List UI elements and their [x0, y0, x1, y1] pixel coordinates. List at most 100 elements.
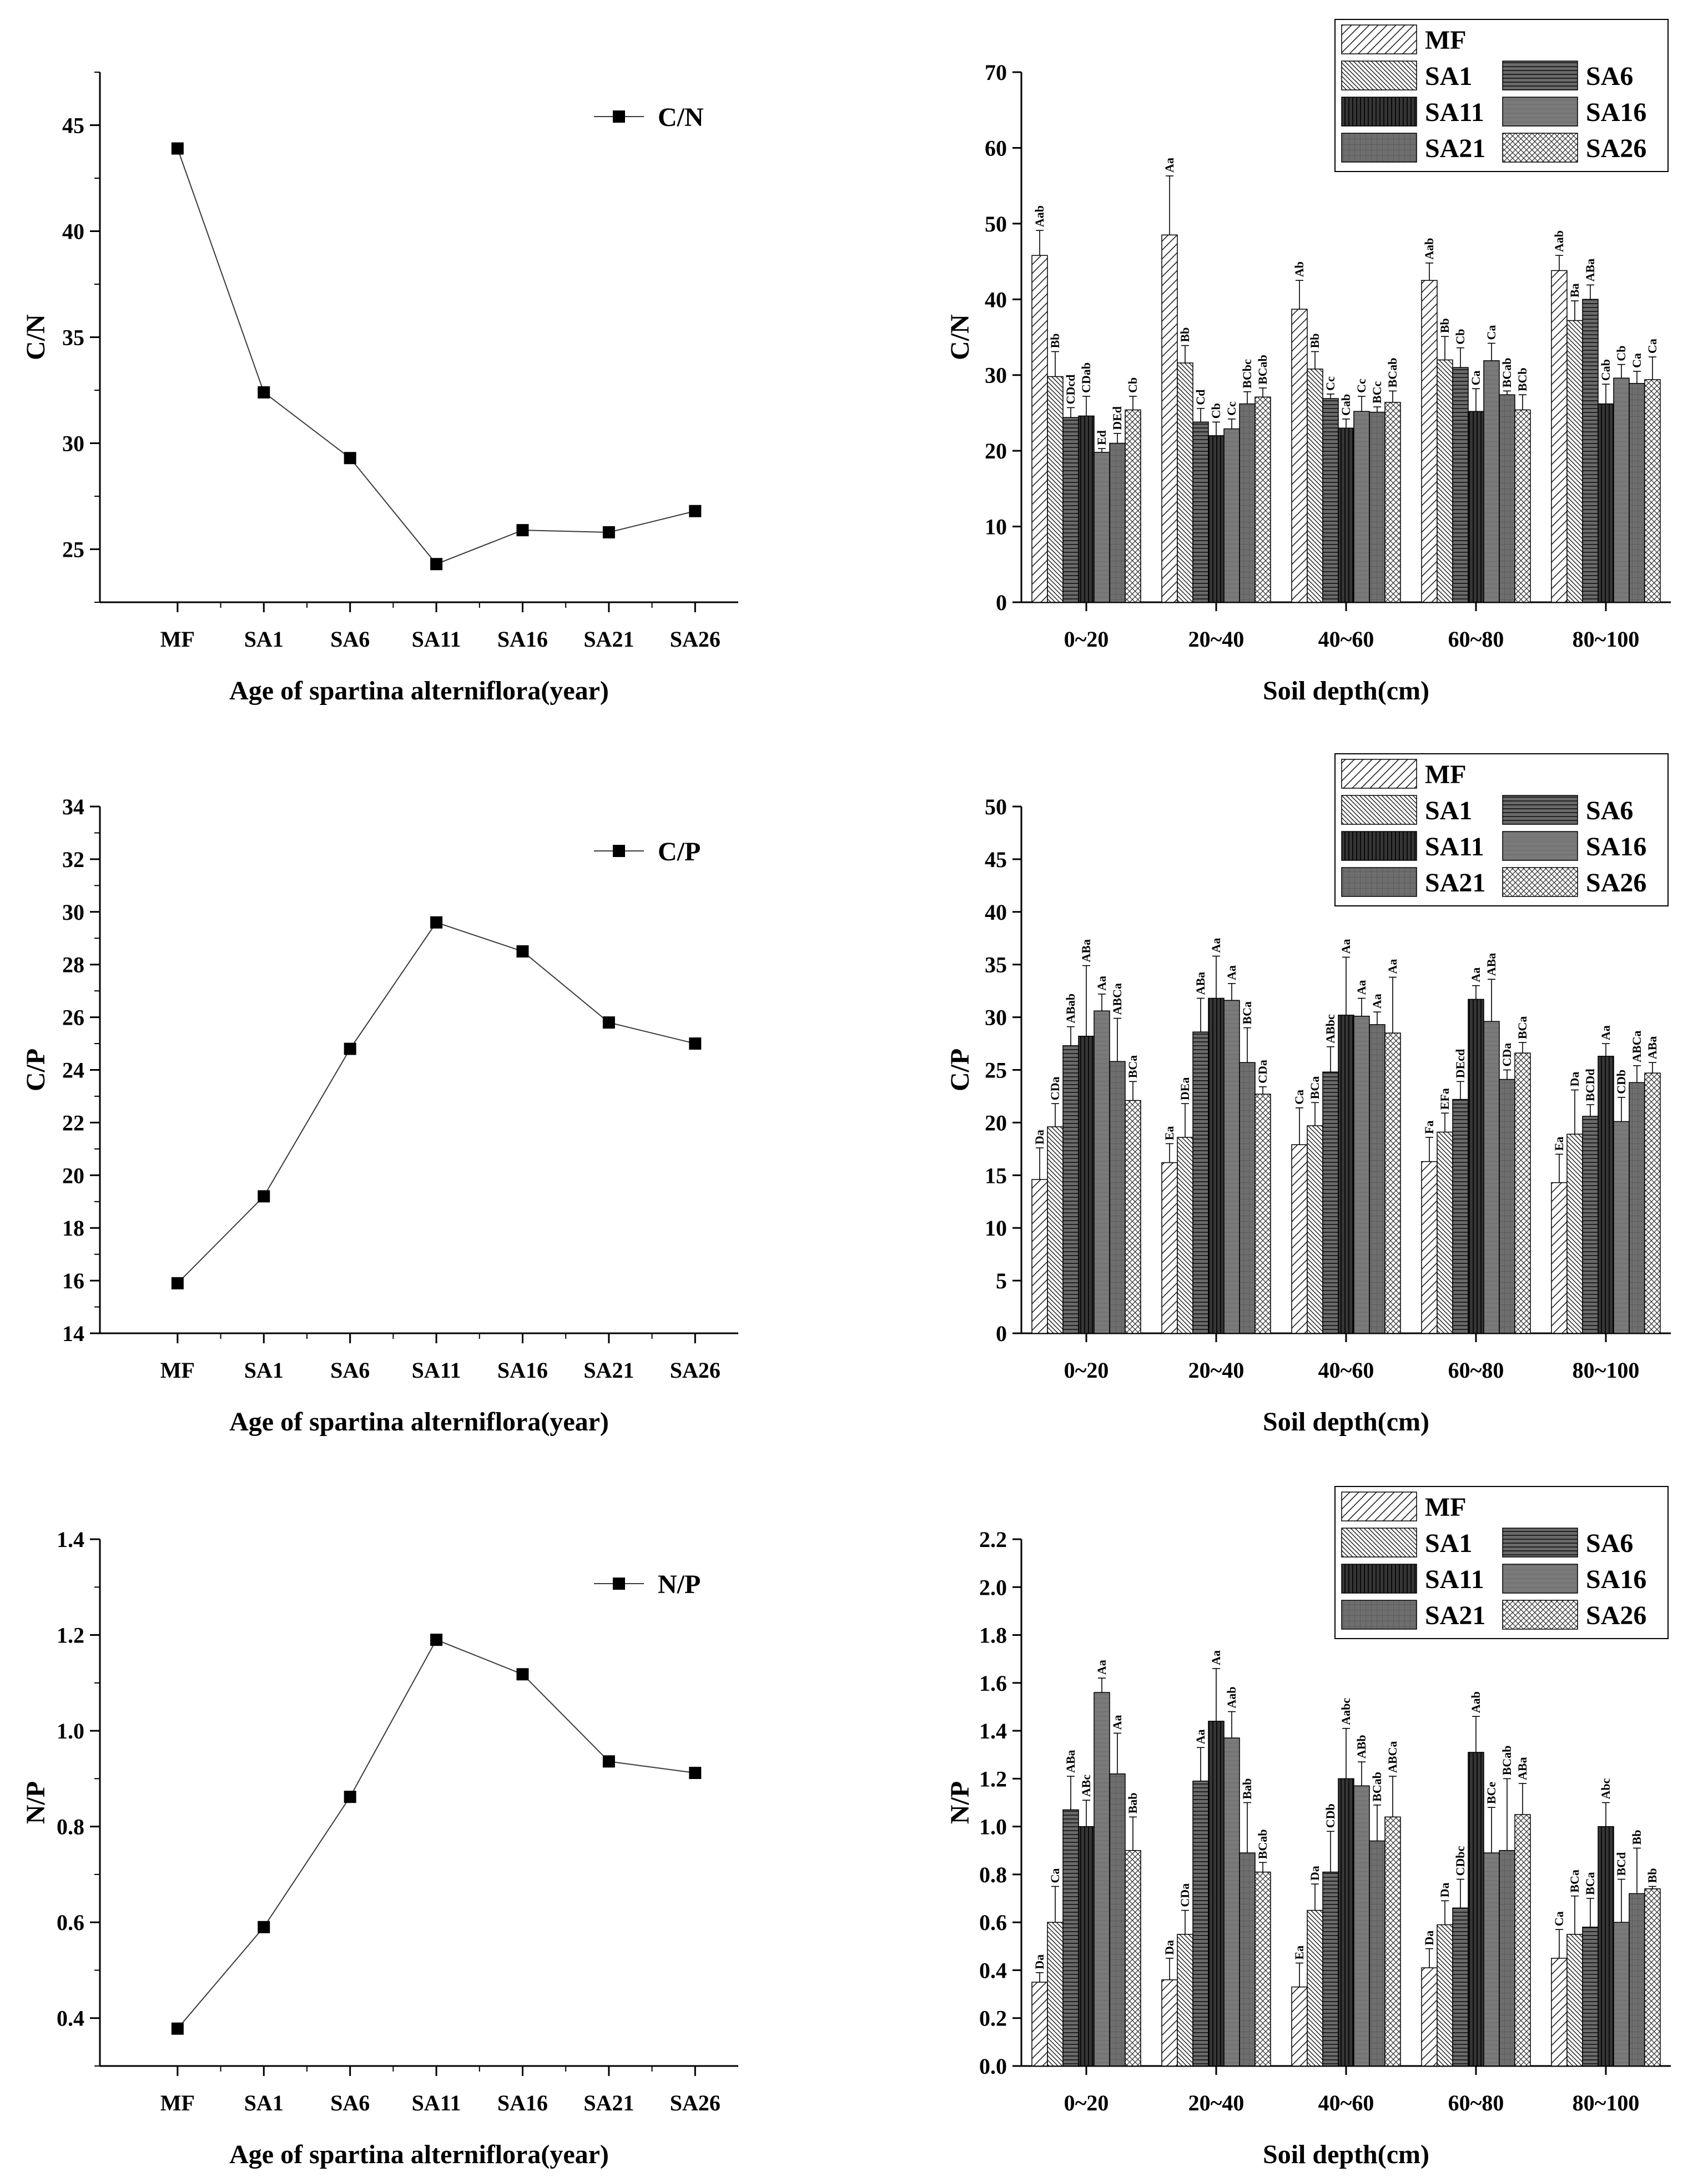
legend-label: SA16 [1586, 832, 1646, 861]
significance-label: Aab [1422, 238, 1436, 260]
x-tick-label: SA11 [412, 1358, 461, 1383]
legend-label: SA21 [1425, 1601, 1485, 1630]
x-tick-label: MF [160, 627, 195, 652]
significance-label: Ea [1292, 1946, 1306, 1960]
y-tick-label: 0 [996, 1321, 1007, 1346]
bar-SA1 [1177, 1934, 1193, 2067]
significance-label: Aa [1225, 965, 1238, 980]
significance-label: BCa [1583, 1872, 1597, 1895]
legend-swatch-SA21 [1341, 133, 1417, 163]
bar-SA16 [1613, 1922, 1630, 2067]
y-tick-label: 5 [996, 1268, 1007, 1293]
data-point [258, 1190, 270, 1203]
bar-MF [1161, 234, 1178, 603]
x-tick-label: 60~80 [1448, 627, 1504, 652]
significance-label: Ca [1048, 1868, 1062, 1883]
x-tick-label: 80~100 [1573, 627, 1640, 652]
bar-SA16 [1483, 1852, 1500, 2067]
significance-label: Aa [1599, 1025, 1613, 1040]
x-tick-label: SA6 [330, 1358, 370, 1383]
legend-label: SA11 [1425, 98, 1484, 127]
y-tick-label: 0.8 [57, 1815, 84, 1840]
x-tick-label: 0~20 [1064, 627, 1109, 652]
bar-SA21 [1499, 1850, 1515, 2067]
bar-SA6 [1452, 1907, 1469, 2067]
legend-label: N/P [658, 1570, 701, 1599]
bar-SA26 [1644, 1072, 1661, 1334]
legend-swatch-MF [1341, 759, 1417, 789]
bar-SA16 [1094, 1692, 1110, 2067]
y-tick-label: 1.4 [57, 1527, 84, 1552]
significance-label: Bb [1630, 1830, 1644, 1845]
x-axis-title: Soil depth(cm) [1263, 2140, 1429, 2169]
significance-label: Ca [1484, 325, 1498, 340]
y-tick-label: 0.6 [57, 1910, 84, 1935]
y-tick-label: 2.2 [979, 1527, 1007, 1552]
significance-label: DEd [1110, 406, 1124, 430]
significance-label: ABCa [1385, 1741, 1399, 1773]
significance-label: ABa [1583, 259, 1597, 282]
significance-label: BCbc [1240, 359, 1254, 389]
x-axis-title: Age of spartina alterniflora(year) [229, 2140, 609, 2169]
x-tick-label: 40~60 [1318, 2090, 1374, 2115]
y-tick-label: 30 [62, 431, 84, 456]
bar-SA11 [1078, 1036, 1095, 1334]
y-tick-label: 22 [62, 1110, 84, 1135]
y-tick-label: 16 [62, 1268, 84, 1293]
np-bar-chart: 0.0 0.2 0.4 0.6 0.8 1.0 1.2 1.4 1.6 1.8 2.0 2.2 0~20… [945, 1486, 1671, 2169]
significance-label: Cb [1126, 377, 1140, 393]
significance-label: Cd [1193, 390, 1207, 405]
significance-label: Bab [1240, 1778, 1254, 1800]
significance-label: BCc [1370, 381, 1384, 404]
bar-SA16 [1353, 411, 1370, 603]
significance-label: CDa [1048, 1076, 1062, 1100]
significance-label: Ea [1162, 1126, 1176, 1141]
bar-SA16 [1353, 1015, 1370, 1334]
bar-SA21 [1629, 1893, 1645, 2067]
significance-label: Da [1032, 1954, 1046, 1969]
np-line-chart: 0.4 0.6 0.8 1.0 1.2 1.4 MF SA1 SA6 SA11 SA16 SA21 SA… [21, 1527, 738, 2169]
significance-label: Ba [1568, 283, 1581, 298]
significance-label: ABCa [1110, 983, 1124, 1015]
legend-swatch-SA6 [1502, 61, 1578, 90]
y-tick-label: 45 [62, 113, 84, 138]
significance-label: BCa [1568, 1869, 1581, 1893]
y-axis-title: N/P [21, 1781, 51, 1824]
y-tick-label: 10 [985, 1216, 1007, 1241]
significance-label: BCa [1308, 1076, 1322, 1100]
y-tick-label: 1.0 [979, 1815, 1007, 1840]
x-tick-label: 80~100 [1573, 2090, 1640, 2115]
legend-swatch-SA1 [1341, 61, 1417, 90]
y-tick-label: 40 [985, 287, 1007, 312]
bar-SA16 [1483, 360, 1500, 603]
y-tick-label: 1.0 [57, 1719, 84, 1743]
y-tick-label: 24 [62, 1058, 84, 1083]
legend-swatch-SA16 [1502, 831, 1578, 861]
y-tick-label: 0.2 [979, 2006, 1007, 2031]
legend-swatch-MF [1341, 24, 1417, 54]
significance-label: Bb [1438, 318, 1452, 333]
significance-label: BCb [1515, 367, 1529, 391]
bar-SA1 [1437, 1924, 1453, 2067]
bar-MF [1551, 1958, 1568, 2067]
y-tick-label: 0.4 [57, 2006, 84, 2031]
y-tick-label: 0.6 [979, 1910, 1007, 1935]
significance-label: ABc [1079, 1775, 1093, 1797]
bar-SA26 [1644, 1888, 1661, 2067]
significance-label: Da [1032, 1130, 1046, 1145]
x-tick-label: SA21 [583, 627, 634, 652]
significance-label: CDa [1178, 1883, 1192, 1907]
significance-label: Aa [1209, 1650, 1223, 1665]
y-axis-title: C/P [21, 1049, 51, 1091]
bar-SA26 [1514, 409, 1531, 603]
bar-SA16 [1223, 1000, 1240, 1334]
bar-MF [1031, 1179, 1048, 1334]
legend-label: MF [1425, 26, 1467, 55]
bar-SA16 [1094, 1010, 1110, 1334]
bar-SA1 [1047, 1126, 1064, 1334]
legend-swatch-SA16 [1502, 1564, 1578, 1594]
significance-label: Fa [1422, 1121, 1436, 1134]
data-point [344, 1042, 356, 1055]
significance-label: Cb [1614, 345, 1628, 361]
